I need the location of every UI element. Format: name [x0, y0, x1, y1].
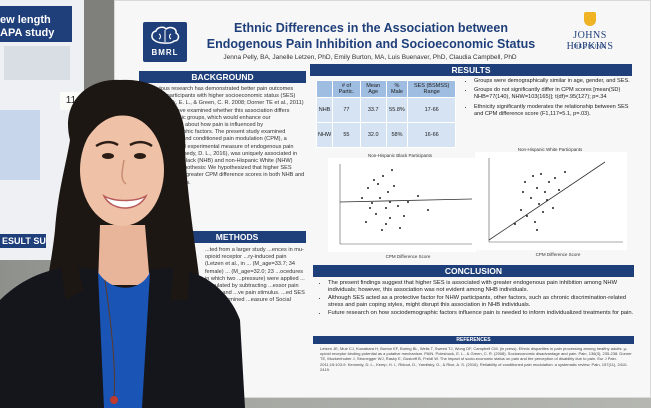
- presenter-hair: [60, 150, 84, 300]
- conclusion-bullets: The present findings suggest that higher…: [320, 280, 634, 317]
- presenter-mouth: [102, 194, 148, 209]
- institution-name: JOHNS HOPKINS: [566, 30, 614, 52]
- plot-nhb-xlabel: CPM Difference Score: [385, 254, 431, 259]
- presenter-eyebrow: [129, 140, 153, 148]
- methods-heading: METHODS: [168, 231, 306, 243]
- neighbor-poster-title: ew length APA study: [0, 14, 72, 40]
- necklace-pendant-icon: [110, 396, 118, 404]
- table-cell: NHW: [315, 122, 334, 148]
- table-cell: 58%: [385, 122, 409, 148]
- institution-subtitle: MEDICINE: [573, 44, 607, 50]
- table-cell: 32.0: [359, 122, 387, 148]
- conclusion-heading: CONCLUSION: [313, 265, 634, 277]
- presenter-eye: [102, 153, 114, 159]
- presenter-necklace: [104, 279, 116, 399]
- table-cell: 16-66: [407, 122, 456, 148]
- table-row: NHB 77 33.7 55.8% 17-66: [315, 97, 456, 123]
- table-cell: 17-66: [407, 97, 456, 123]
- scatter-plot-nhb: [328, 158, 476, 252]
- table-header: # of Partic.: [332, 80, 361, 98]
- poster-title: Ethnic Differences in the Association be…: [206, 21, 536, 51]
- table-header: SES (BSMSS) Range: [407, 80, 456, 98]
- presenter-nose: [121, 159, 127, 185]
- table-header: % Male: [385, 80, 409, 98]
- presenter-hair: [80, 96, 170, 170]
- background-heading: BACKGROUND: [139, 71, 306, 83]
- references-heading: REFERENCES: [313, 336, 634, 344]
- presenter-eyebrow: [95, 140, 119, 148]
- plot-nhb-title: Non-Hispanic Black Participants: [367, 153, 433, 158]
- neighbor-poster-result-band: ESULT SU: [0, 234, 46, 248]
- results-heading: RESULTS: [310, 64, 632, 76]
- neighbor-poster-header: [0, 6, 72, 42]
- demographics-table: # of Partic. Mean Age % Male SES (BSMSS)…: [315, 80, 456, 148]
- list-item: The present findings suggest that higher…: [328, 280, 634, 295]
- list-item: Ethnicity significantly moderates the re…: [474, 104, 632, 118]
- neighbor-title-line: APA study: [0, 27, 55, 39]
- presenter-jacket: [0, 267, 110, 408]
- table-header: [315, 80, 334, 98]
- plot-nhw-xlabel: CPM Difference Score: [535, 252, 581, 257]
- plot-nhw-title: Non-Hispanic White Participants: [517, 147, 583, 152]
- results-bullets: Groups were demographically similar in a…: [466, 78, 632, 120]
- neighbor-poster-logos: [4, 46, 70, 80]
- presenter-hair: [166, 160, 190, 300]
- neighbor-title-line: ew length: [0, 14, 51, 26]
- table-row: NHW 55 32.0 58% 16-66: [315, 122, 456, 148]
- presenter-neck: [98, 225, 150, 285]
- presenter-shirt: [98, 272, 150, 408]
- list-item: Future research on how sociodemographic …: [328, 310, 634, 317]
- list-item: Groups were demographically similar in a…: [474, 78, 632, 85]
- background-text: Previous research has demonstrated bette…: [148, 86, 305, 186]
- list-item: Although SES acted as a protective facto…: [328, 295, 634, 310]
- johns-hopkins-shield-icon: [584, 12, 596, 26]
- presenter-jacket: [140, 268, 245, 408]
- list-item: Groups do not significantly differ in CP…: [474, 87, 632, 101]
- brain-icon: [151, 26, 180, 44]
- neighbor-poster-panel: [0, 110, 40, 180]
- bmrl-logo-text: BMRL: [151, 48, 179, 57]
- poster-authors: Jenna Pelly, BA, Janelle Letzen, PhD, Em…: [223, 54, 517, 61]
- references-text: Letzen JE, Muir CJ, Kuwabara H, Burton E…: [320, 346, 632, 372]
- presenter-eye: [134, 153, 146, 159]
- scatter-plot-nhw: [475, 152, 627, 250]
